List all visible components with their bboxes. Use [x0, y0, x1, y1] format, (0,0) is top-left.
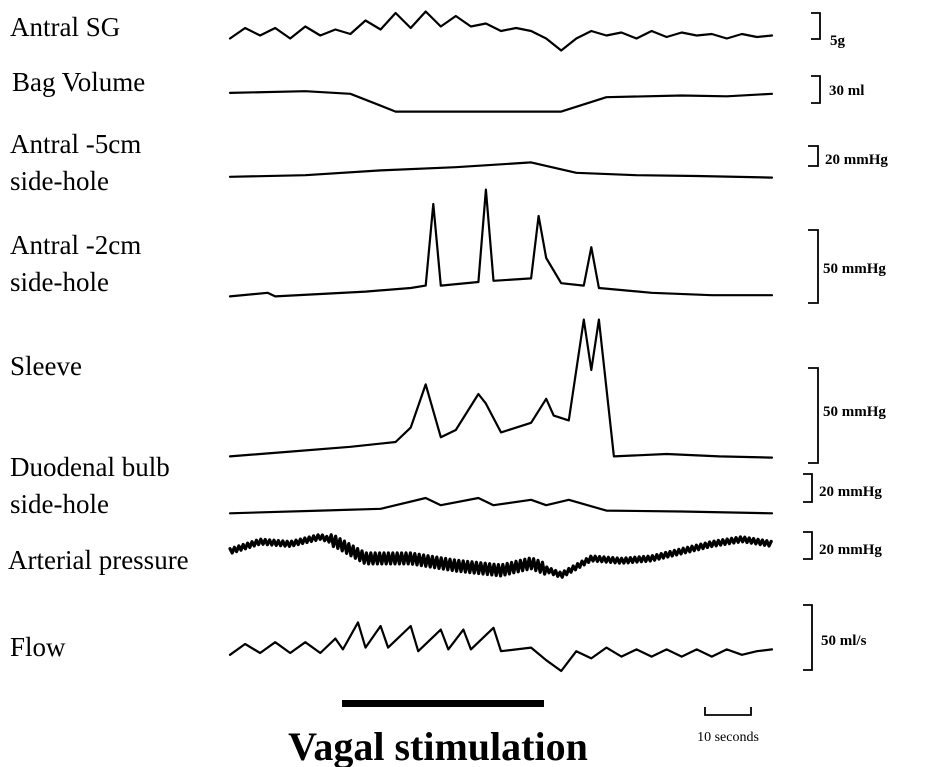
- trace-flow: [228, 621, 774, 673]
- trace-antral-2cm-side-hole: [228, 188, 774, 298]
- label-antral-2cm: Antral -2cm side-hole: [10, 230, 141, 297]
- trace-duodenal-bulb-side-hole: [228, 496, 774, 515]
- scale-bracket-antral-5cm: [808, 145, 819, 167]
- scale-label-antral-sg: 5g: [830, 33, 846, 49]
- scale-label-arterial-pressure: 20 mmHg: [819, 542, 882, 558]
- scale-bracket-flow: [803, 604, 813, 671]
- label-bag-volume: Bag Volume: [12, 67, 145, 97]
- label-duodenal-bulb: Duodenal bulb side-hole: [10, 452, 170, 519]
- trace-sleeve: [228, 318, 774, 459]
- trace-arterial-pressure: [228, 533, 773, 579]
- label-sleeve: Sleeve: [10, 351, 82, 381]
- scale-label-sleeve: 50 mmHg: [823, 404, 886, 420]
- scale-bracket-bag-volume: [811, 75, 821, 104]
- scale-bracket-antral-2cm: [808, 229, 819, 304]
- scale-bracket-sleeve: [808, 367, 819, 464]
- trace-antral-5cm-side-hole: [228, 161, 774, 179]
- time-scale-bar: [704, 707, 752, 716]
- trace-antral-sg: [228, 10, 774, 52]
- label-antral-sg: Antral SG: [10, 12, 120, 42]
- trace-group: [228, 10, 774, 673]
- scale-bracket-antral-sg: [811, 12, 821, 40]
- trace-bag-volume: [228, 90, 774, 113]
- stimulation-bar: [342, 700, 544, 707]
- scale-label-duodenal-bulb: 20 mmHg: [819, 484, 882, 500]
- scale-label-flow: 50 ml/s: [821, 633, 867, 649]
- scale-bracket-duodenal-bulb: [803, 473, 813, 503]
- label-antral-5cm: Antral -5cm side-hole: [10, 129, 141, 196]
- time-scale-label: 10 seconds: [697, 730, 759, 745]
- scale-label-bag-volume: 30 ml: [829, 83, 864, 99]
- scale-label-antral-2cm: 50 mmHg: [823, 261, 886, 277]
- scale-label-antral-5cm: 20 mmHg: [825, 152, 888, 168]
- stimulation-label: Vagal stimulation: [288, 724, 588, 767]
- label-flow: Flow: [10, 632, 66, 662]
- scale-bracket-arterial-pressure: [803, 531, 813, 560]
- label-arterial-pressure: Arterial pressure: [8, 545, 189, 575]
